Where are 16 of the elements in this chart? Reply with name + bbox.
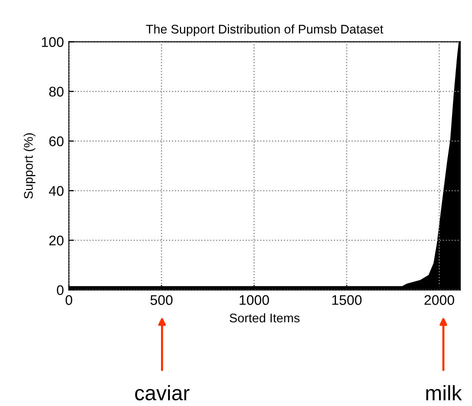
x-tick-label: 500 [150,295,173,305]
y-tick-label: 20 [49,236,64,246]
y-axis-title: Support (%) [24,133,36,199]
y-tick-label: 60 [49,136,64,146]
text: milk [426,385,462,400]
x-tick-label: 0 [66,295,72,305]
y-tick-label: 0 [56,285,64,296]
y-tick-label: 40 [48,186,64,196]
y-tick-label: 80 [49,86,64,97]
x-tick-label: 2000 [424,295,454,305]
y-tick-label: 100 [42,37,64,47]
x-tick-label: 1500 [332,295,362,305]
x-tick-label: 1000 [240,295,269,305]
chart-title: The Support Distribution of Pumsb Dataset [146,24,384,36]
x-axis-title: Sorted Items [230,313,300,322]
text: caviar [135,385,190,400]
